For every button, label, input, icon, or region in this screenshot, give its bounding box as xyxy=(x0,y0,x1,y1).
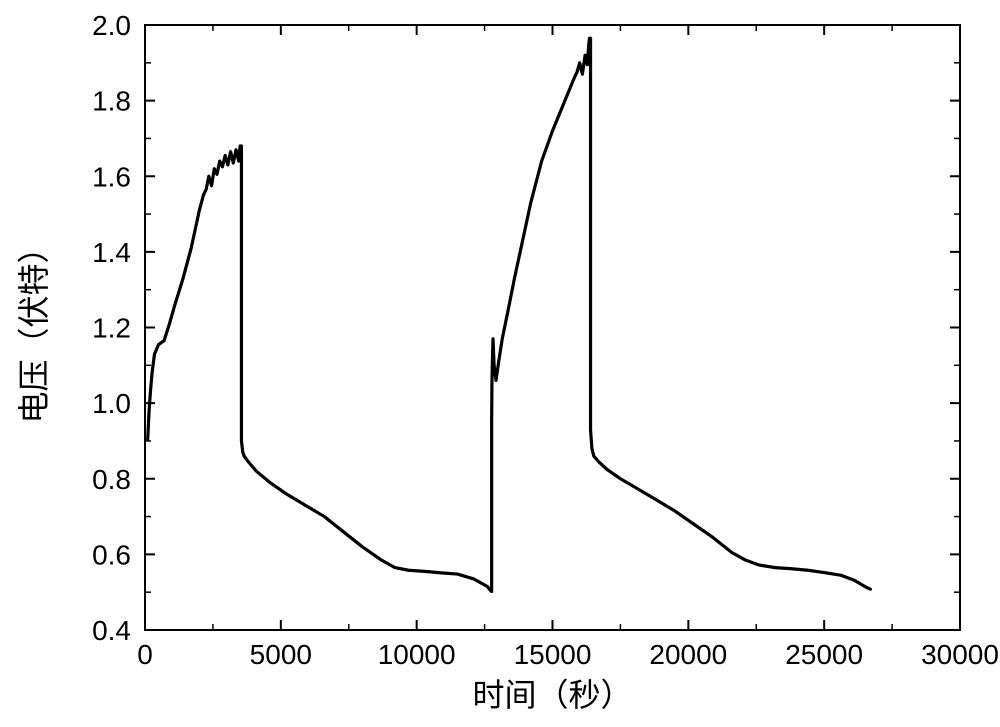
x-tick-label: 10000 xyxy=(378,639,456,670)
x-tick-label: 0 xyxy=(137,639,153,670)
y-tick-label: 1.0 xyxy=(92,388,131,419)
plot-border xyxy=(145,25,960,630)
y-tick-label: 1.8 xyxy=(92,86,131,117)
y-tick-label: 0.6 xyxy=(92,539,131,570)
y-tick-label: 1.2 xyxy=(92,313,131,344)
y-tick-label: 0.8 xyxy=(92,464,131,495)
y-tick-label: 1.6 xyxy=(92,161,131,192)
y-tick-label: 0.4 xyxy=(92,615,131,646)
x-tick-label: 30000 xyxy=(921,639,999,670)
chart-container: 0 5000 10000 15000 20000 25000 30000 0.4 0.6 0.8 1… xyxy=(0,0,1000,727)
x-tick-label: 25000 xyxy=(785,639,863,670)
x-axis-label: 时间（秒） xyxy=(472,677,632,713)
y-tick-label: 2.0 xyxy=(92,10,131,41)
y-tick-label: 1.4 xyxy=(92,237,131,268)
y-axis-label: 电压（伏特） xyxy=(16,231,52,423)
voltage-time-chart: 0 5000 10000 15000 20000 25000 30000 0.4 0.6 0.8 1… xyxy=(0,0,1000,727)
x-tick-label: 5000 xyxy=(250,639,312,670)
voltage-series-line xyxy=(148,38,871,591)
x-tick-label: 20000 xyxy=(649,639,727,670)
x-tick-label: 15000 xyxy=(514,639,592,670)
